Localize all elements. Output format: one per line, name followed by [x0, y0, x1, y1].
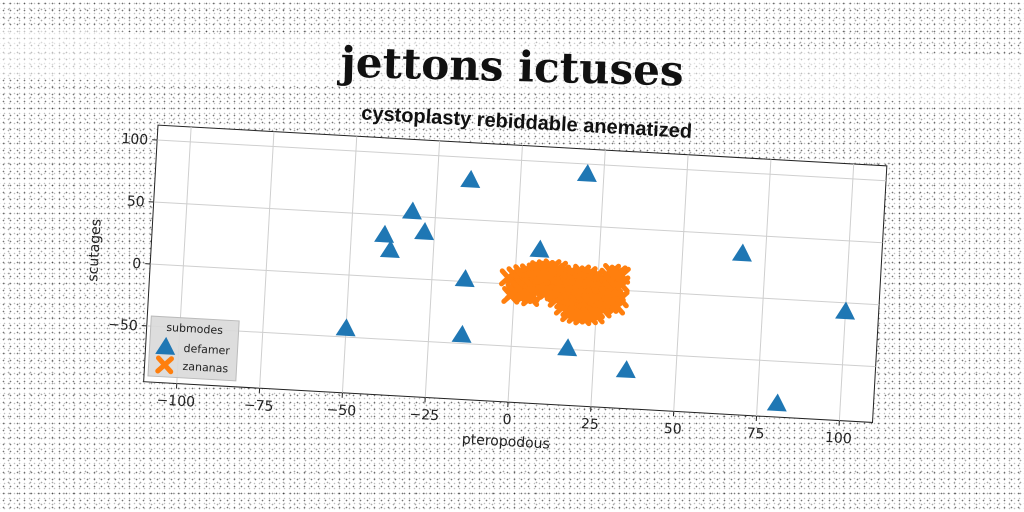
- defamer-point: [335, 318, 356, 337]
- defamer-point: [835, 301, 856, 320]
- tick-labels: −100 −75 −50 −25 0 25 50 75 100 −50 0 50 100: [108, 131, 853, 447]
- legend-marker-zananas: [155, 355, 174, 375]
- defamer-point: [374, 224, 395, 243]
- x-tick-label: −100: [156, 392, 195, 410]
- x-tick-label: 75: [746, 425, 765, 442]
- x-tick-label: −75: [243, 397, 273, 415]
- plot-group: cystoplasty rebiddable anematized −100 −7…: [85, 102, 888, 453]
- y-tick-label: 0: [132, 256, 142, 272]
- legend-title: submodes: [166, 321, 224, 337]
- zananas-point: [534, 284, 554, 303]
- x-grid-line: [424, 140, 441, 398]
- defamer-point: [401, 201, 422, 220]
- defamer-point: [451, 324, 472, 343]
- x-grid-line: [756, 159, 772, 417]
- y-tick-label: 50: [126, 193, 145, 210]
- legend: submodes defamer zananas: [147, 315, 240, 382]
- defamer-point: [731, 243, 752, 262]
- defamer-point: [529, 239, 550, 258]
- defamer-point: [379, 240, 400, 259]
- y-axis-title: scutages: [85, 219, 104, 283]
- y-tick-label: −50: [108, 317, 138, 335]
- x-grid-line: [259, 131, 275, 389]
- zananas-point: [539, 265, 558, 285]
- defamer-point: [615, 360, 636, 379]
- defamer-point: [454, 269, 475, 288]
- y-grid-line: [146, 325, 876, 368]
- defamer-point: [766, 393, 787, 412]
- chart-subtitle: cystoplasty rebiddable anematized: [361, 102, 693, 142]
- defamer-point: [576, 163, 597, 183]
- legend-marker-defamer: [155, 336, 176, 355]
- x-grid-line: [341, 136, 358, 393]
- x-axis-title: pteropodous: [461, 432, 550, 453]
- zananas-point: [607, 296, 626, 316]
- zananas-point: [549, 260, 569, 279]
- defamer-point: [460, 169, 481, 188]
- x-tick-label: 50: [663, 421, 682, 438]
- legend-label-defamer: defamer: [183, 342, 230, 358]
- x-grid-line: [838, 163, 855, 421]
- zananas-point: [586, 305, 606, 325]
- legend-box: [147, 315, 240, 382]
- legend-label-zananas: zananas: [182, 360, 229, 376]
- zananas-point: [501, 285, 521, 305]
- zananas-point: [521, 288, 540, 307]
- x-tick-label: 0: [502, 412, 512, 428]
- x-tick-label: 25: [581, 416, 600, 433]
- y-grid-line: [157, 139, 887, 182]
- zananas-point: [608, 264, 628, 284]
- x-tick-label: −50: [326, 402, 356, 420]
- x-tick-label: −25: [409, 407, 439, 425]
- zananas-point: [521, 284, 541, 304]
- x-grid-line: [673, 154, 689, 412]
- y-grid-line: [153, 201, 883, 244]
- defamer-point: [557, 338, 578, 357]
- data-points: [335, 163, 856, 412]
- y-tick-label: 100: [121, 131, 149, 148]
- defamer-point: [414, 222, 435, 241]
- x-tick-label: 100: [825, 430, 853, 447]
